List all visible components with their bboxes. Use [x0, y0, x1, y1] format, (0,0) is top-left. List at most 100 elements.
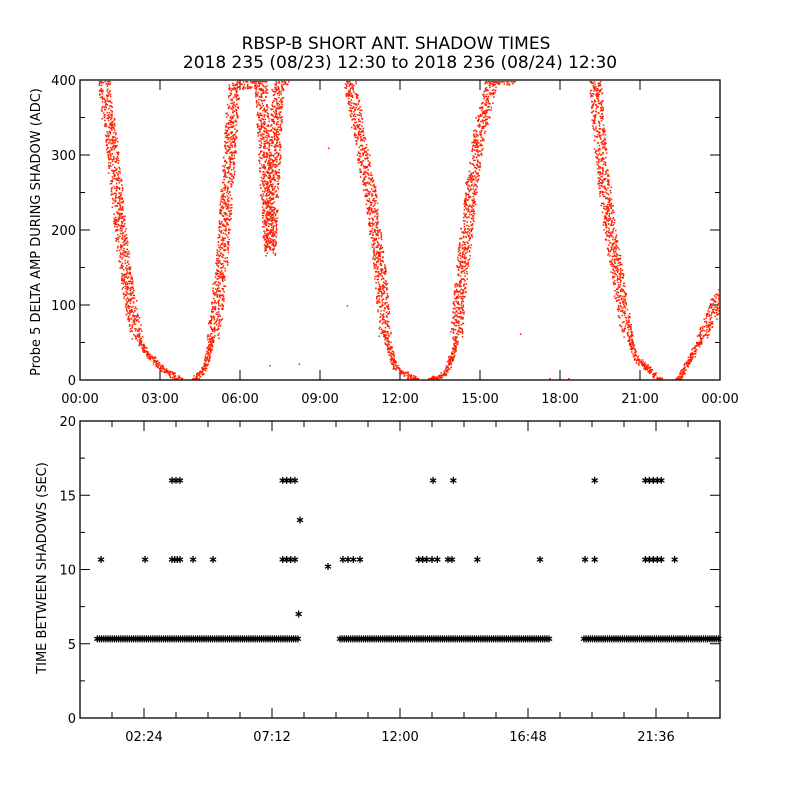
- data-point: [453, 328, 455, 330]
- data-point: [116, 224, 118, 226]
- data-point: [480, 140, 482, 142]
- data-point: [230, 103, 232, 105]
- data-point: [375, 222, 377, 224]
- data-point: [376, 225, 378, 227]
- data-point: [228, 139, 230, 141]
- data-point: [445, 369, 447, 371]
- data-point: [379, 273, 381, 275]
- data-point: [456, 344, 458, 346]
- data-point: [236, 137, 238, 139]
- data-point: [473, 186, 475, 188]
- data-point: [226, 223, 228, 225]
- data-point: [257, 132, 259, 134]
- data-point: [372, 228, 374, 230]
- data-point: [118, 260, 120, 262]
- data-point: [466, 252, 468, 254]
- data-point: [230, 186, 232, 188]
- data-point: [399, 368, 401, 370]
- data-point: [225, 196, 227, 198]
- data-point: [127, 302, 129, 304]
- data-point: [354, 122, 356, 124]
- data-point: [373, 263, 375, 265]
- data-point: [457, 296, 459, 298]
- data-point: [125, 267, 127, 269]
- data-point: [217, 251, 219, 253]
- data-point: [112, 153, 114, 155]
- data-point: [263, 147, 265, 149]
- data-point: [374, 200, 376, 202]
- data-point: [463, 285, 465, 287]
- data-point: [481, 137, 483, 139]
- data-point: [137, 315, 139, 317]
- data-point: [492, 85, 494, 87]
- data-point: [265, 214, 267, 216]
- data-point: [264, 231, 266, 233]
- data-point: [232, 182, 234, 184]
- data-point: [275, 90, 277, 92]
- data-point: [222, 257, 224, 259]
- data-point: [281, 93, 283, 95]
- data-point: [208, 346, 210, 348]
- data-point: [267, 116, 269, 118]
- data-point: [279, 127, 281, 129]
- data-point: [111, 183, 113, 185]
- data-point: [493, 96, 495, 98]
- data-point: [459, 250, 461, 252]
- data-point: [382, 284, 384, 286]
- data-point: [480, 121, 482, 123]
- data-point: [112, 121, 114, 123]
- data-point: [224, 268, 226, 270]
- data-point: [277, 119, 279, 121]
- data-point: [344, 87, 346, 89]
- data-point: [468, 259, 470, 261]
- data-point: [255, 91, 257, 93]
- data-point: [266, 132, 268, 134]
- data-point: [261, 134, 263, 136]
- data-point: [127, 254, 129, 256]
- data-point: [429, 378, 431, 380]
- data-point: [231, 198, 233, 200]
- data-point: [228, 122, 230, 124]
- data-point: [355, 81, 357, 83]
- data-point: [167, 371, 169, 373]
- data-point: [218, 305, 220, 307]
- data-point: [260, 113, 262, 115]
- data-point: [471, 206, 473, 208]
- data-point: [512, 83, 514, 85]
- data-point: [276, 122, 278, 124]
- data-point: [228, 239, 230, 241]
- data-point: [365, 196, 367, 198]
- data-point: [223, 171, 225, 173]
- data-point: [101, 91, 103, 93]
- data-point: [122, 242, 124, 244]
- data-point: [223, 225, 225, 227]
- data-point: [468, 181, 470, 183]
- data-point: [470, 228, 472, 230]
- data-point: [385, 283, 387, 285]
- data-point: [265, 183, 267, 185]
- data-point: [485, 90, 487, 92]
- data-point: [219, 235, 221, 237]
- data-point: [445, 367, 447, 369]
- data-point: [218, 314, 220, 316]
- data-point: [215, 281, 217, 283]
- data-point: [383, 293, 385, 295]
- data-point: [232, 141, 234, 143]
- data-point: [255, 92, 257, 94]
- data-point: [218, 301, 220, 303]
- data-point: [222, 215, 224, 217]
- data-point: [501, 81, 503, 83]
- data-point: [111, 189, 113, 191]
- data-point: [218, 282, 220, 284]
- data-point: [221, 264, 223, 266]
- data-point: [116, 226, 118, 228]
- data-point: [475, 134, 477, 136]
- data-point: [378, 276, 380, 278]
- data-point: [468, 209, 470, 211]
- data-point: [480, 154, 482, 156]
- data-point: [215, 306, 217, 308]
- data-point: [599, 82, 601, 84]
- data-point: [267, 170, 269, 172]
- data-point: [381, 333, 383, 335]
- data-point: [357, 136, 359, 138]
